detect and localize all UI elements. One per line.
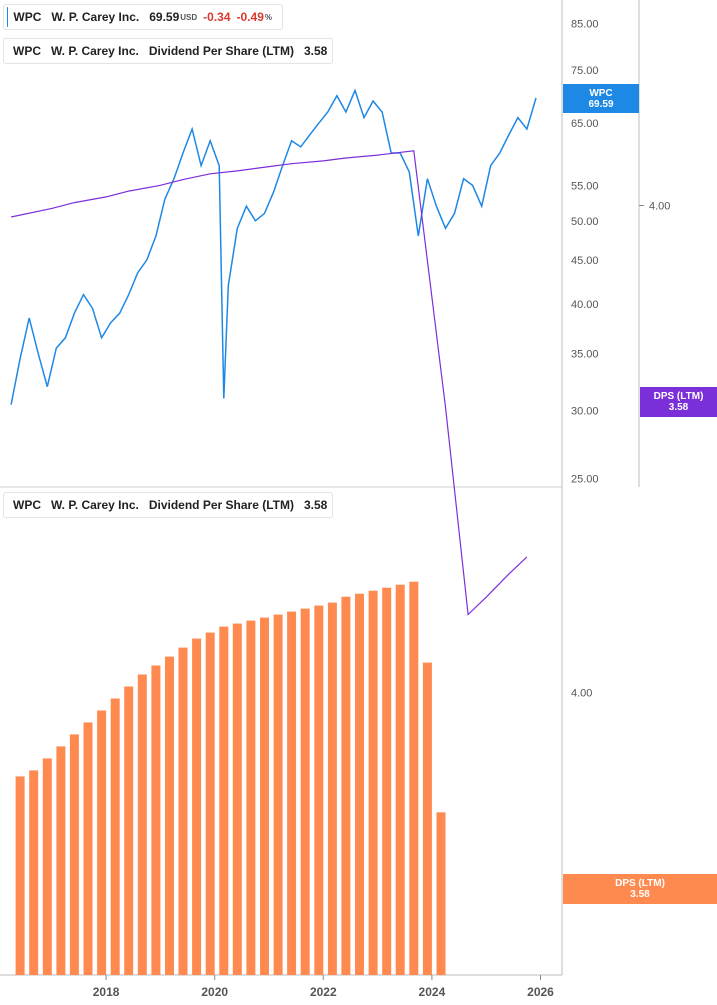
price-tick-35: 35.00	[571, 348, 599, 360]
dps-line	[10, 150, 528, 616]
bar-2018-12	[151, 665, 161, 975]
price-tick-85: 85.00	[571, 19, 599, 31]
bar-2017-12	[97, 710, 107, 975]
dps-legend-bottom-company: W. P. Carey Inc.	[51, 498, 139, 512]
price-line	[10, 88, 537, 405]
bar-2016-12	[42, 758, 52, 975]
dps-tag-bottom: DPS (LTM) 3.58	[563, 874, 717, 904]
bar-2020-09	[246, 620, 256, 975]
x-axis-ticks: 2018 2020 2022 2024 2026	[93, 975, 554, 999]
price-tick-25: 25.00	[571, 474, 599, 486]
dps-legend-top: WPC W. P. Carey Inc. Dividend Per Share …	[3, 38, 333, 64]
price-tick-45: 45.00	[571, 255, 599, 267]
price-tick-50: 50.00	[571, 216, 599, 228]
bar-2019-06	[178, 647, 188, 975]
bar-2017-06	[69, 734, 79, 975]
price-tick-40: 40.00	[571, 299, 599, 311]
price-legend: WPC W. P. Carey Inc. 69.59 USD -0.34 -0.…	[3, 4, 283, 30]
bar-2023-12	[422, 662, 432, 975]
bar-2022-03	[327, 602, 337, 975]
dps-legend-top-ticker: WPC	[13, 44, 41, 58]
xtick-2018: 2018	[93, 985, 120, 999]
dps-bars	[15, 581, 446, 975]
price-legend-change: -0.34	[203, 10, 231, 24]
bottom-tick-label: 4.00	[571, 688, 592, 700]
bar-2021-03	[273, 614, 283, 975]
bar-2024-03	[436, 812, 446, 975]
bottom-axis-tick: 4.00	[571, 688, 592, 700]
bar-2018-09	[137, 674, 147, 975]
price-tag-value: 69.59	[588, 98, 614, 110]
bar-2022-06	[341, 596, 351, 975]
bar-2018-06	[124, 686, 134, 975]
bar-2018-03	[110, 698, 120, 975]
dps-tag-top-label: DPS (LTM)	[653, 391, 704, 402]
price-legend-company: W. P. Carey Inc.	[51, 10, 140, 24]
xtick-2022: 2022	[310, 985, 337, 999]
price-tick-65: 65.00	[571, 118, 599, 130]
bar-2023-03	[382, 587, 392, 975]
dps-legend-top-company: W. P. Carey Inc.	[51, 44, 139, 58]
bar-2019-12	[205, 632, 215, 975]
price-tick-55: 55.00	[571, 180, 599, 192]
dps-tick-label: 4.00	[649, 201, 670, 213]
dps-legend-bottom-ticker: WPC	[13, 498, 41, 512]
dps-legend-bottom-metric: Dividend Per Share (LTM)	[148, 498, 294, 512]
xtick-2020: 2020	[201, 985, 228, 999]
dps-legend-bottom: WPC W. P. Carey Inc. Dividend Per Share …	[3, 492, 333, 518]
price-axis-ticks: 25.00 30.00 35.00 40.00 45.00 50.00 55.00 65.00…	[571, 19, 599, 486]
bar-2019-09	[192, 638, 202, 975]
top-pane-lines	[10, 88, 537, 616]
bar-2021-09	[300, 608, 310, 975]
xtick-2024: 2024	[419, 985, 446, 999]
bar-2017-03	[56, 746, 66, 975]
bar-2021-06	[287, 611, 297, 975]
bar-2021-12	[314, 605, 324, 975]
price-tag: WPC 69.59	[563, 84, 639, 113]
price-tick-75: 75.00	[571, 65, 599, 77]
bar-2022-12	[368, 590, 378, 975]
bar-2022-09	[355, 593, 364, 975]
price-tag-ticker: WPC	[589, 87, 613, 99]
bar-2016-09	[29, 770, 39, 975]
bar-2020-06	[232, 623, 242, 975]
bar-2019-03	[165, 656, 174, 975]
bar-2017-09	[83, 722, 93, 975]
dps-legend-top-metric: Dividend Per Share (LTM)	[148, 44, 294, 58]
bar-2023-09	[409, 581, 419, 975]
bar-2016-06	[15, 776, 25, 975]
dps-axis-tick: 4.00	[639, 201, 670, 213]
dps-tag-top: DPS (LTM) 3.58	[640, 387, 717, 417]
price-legend-ticker: WPC	[13, 10, 42, 24]
dps-tag-bottom-value: 3.58	[630, 889, 650, 900]
dps-tag-bottom-label: DPS (LTM)	[615, 878, 665, 889]
dps-legend-top-value: 3.58	[303, 44, 328, 58]
price-tick-30: 30.00	[571, 406, 599, 418]
bar-2020-03	[219, 626, 229, 975]
bar-2023-06	[395, 584, 405, 975]
bar-2020-12	[260, 617, 269, 975]
price-legend-currency: USD	[180, 12, 198, 22]
xtick-2026: 2026	[527, 985, 554, 999]
price-legend-change-pct: -0.49	[236, 10, 264, 24]
dps-tag-top-value: 3.58	[668, 402, 689, 413]
price-legend-pct-sign: %	[264, 12, 272, 22]
price-legend-value: 69.59	[149, 10, 180, 24]
dps-legend-bottom-value: 3.58	[303, 498, 328, 512]
